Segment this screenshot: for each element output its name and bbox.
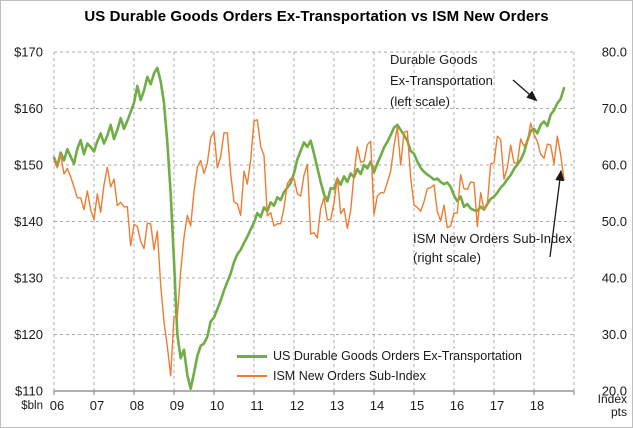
- svg-text:11: 11: [250, 398, 264, 413]
- svg-text:$bln: $bln: [21, 400, 43, 412]
- svg-text:17: 17: [490, 398, 504, 413]
- svg-text:pts: pts: [611, 405, 627, 419]
- svg-text:$160: $160: [14, 101, 43, 116]
- svg-text:50.0: 50.0: [602, 214, 627, 229]
- annotation-durable-goods: Durable Goods Ex-Transportation (left sc…: [390, 49, 493, 112]
- svg-text:08: 08: [130, 398, 144, 413]
- arrow-to-durable-line: [512, 79, 538, 102]
- svg-text:Index: Index: [598, 392, 627, 406]
- svg-text:70.0: 70.0: [602, 101, 627, 116]
- annotation-durable-line1: Durable Goods: [390, 52, 478, 67]
- series-line-ism-new-orders: [53, 119, 565, 377]
- svg-text:09: 09: [170, 398, 184, 413]
- chart-title: US Durable Goods Orders Ex-Transportatio…: [84, 8, 549, 25]
- svg-text:$170: $170: [14, 45, 43, 60]
- gridlines: [53, 51, 575, 395]
- annotation-ism-line2: (right scale): [413, 250, 481, 265]
- legend-swatch-ism-line: [237, 375, 267, 377]
- svg-text:20.0: 20.0: [602, 384, 627, 399]
- svg-text:80.0: 80.0: [602, 45, 627, 60]
- annotation-ism: ISM New Orders Sub-Index (right scale): [413, 229, 572, 267]
- legend-item-ism: ISM New Orders Sub-Index: [237, 366, 522, 386]
- svg-text:18: 18: [530, 398, 544, 413]
- annotation-durable-line2: Ex-Transportation: [390, 73, 493, 88]
- svg-text:07: 07: [90, 398, 104, 413]
- svg-text:06: 06: [50, 398, 64, 413]
- svg-text:30.0: 30.0: [602, 327, 627, 342]
- svg-text:10: 10: [210, 398, 224, 413]
- axis-labels: $170 $160 $150 $140 $130 $120 $110 80.0 70.0 60.0…: [14, 45, 627, 420]
- svg-text:12: 12: [290, 398, 304, 413]
- annotation-durable-line3: (left scale): [390, 94, 450, 109]
- legend-swatch-durable-line: [237, 354, 267, 358]
- svg-text:$120: $120: [14, 327, 43, 342]
- svg-text:16: 16: [450, 398, 464, 413]
- legend: US Durable Goods Orders Ex-Transportatio…: [237, 346, 522, 386]
- svg-text:13: 13: [330, 398, 344, 413]
- svg-text:60.0: 60.0: [602, 158, 627, 173]
- svg-text:15: 15: [410, 398, 424, 413]
- svg-text:$110: $110: [15, 384, 43, 399]
- svg-text:14: 14: [370, 398, 384, 413]
- svg-text:40.0: 40.0: [602, 271, 627, 286]
- annotation-ism-line1: ISM New Orders Sub-Index: [413, 231, 572, 246]
- svg-text:$140: $140: [14, 214, 43, 229]
- legend-item-durable: US Durable Goods Orders Ex-Transportatio…: [237, 346, 522, 366]
- legend-label-ism: ISM New Orders Sub-Index: [273, 369, 426, 383]
- arrow-to-ism-line: [549, 169, 565, 258]
- legend-label-durable: US Durable Goods Orders Ex-Transportatio…: [273, 349, 522, 363]
- svg-text:$150: $150: [14, 158, 43, 173]
- svg-text:$130: $130: [14, 271, 43, 286]
